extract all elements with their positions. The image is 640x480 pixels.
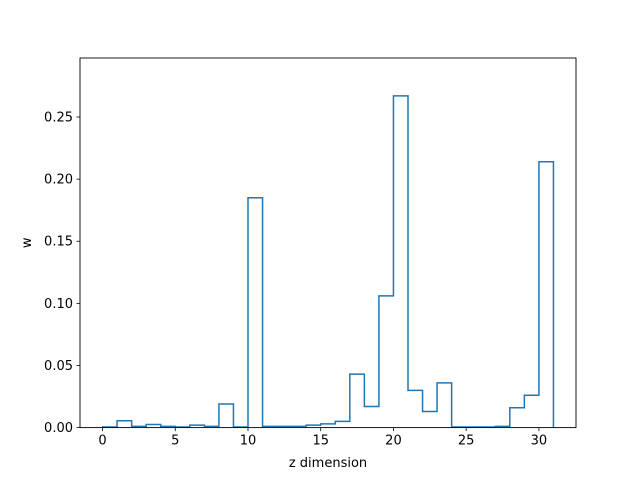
y-tick-label: 0.20 bbox=[44, 173, 73, 188]
x-axis: 0 5 10 15 20 25 30 bbox=[98, 427, 548, 449]
y-tick-label: 0.15 bbox=[44, 235, 73, 250]
x-tick-label: 10 bbox=[240, 434, 257, 449]
x-tick-label: 5 bbox=[171, 434, 179, 449]
x-tick-label: 0 bbox=[98, 434, 106, 449]
y-tick-label: 0.25 bbox=[44, 111, 73, 126]
y-tick-label: 0.10 bbox=[44, 297, 73, 312]
x-tick-label: 20 bbox=[385, 434, 402, 449]
y-tick-label: 0.05 bbox=[44, 359, 73, 374]
y-tick-label: 0.00 bbox=[44, 421, 73, 436]
x-axis-label: z dimension bbox=[289, 456, 367, 471]
histogram-step-line bbox=[101, 95, 555, 428]
y-axis-label: w bbox=[20, 237, 35, 248]
plot-area bbox=[101, 95, 555, 428]
y-axis: 0.00 0.05 0.10 0.15 0.20 0.25 bbox=[44, 111, 80, 436]
x-tick-label: 25 bbox=[458, 434, 475, 449]
axes-frame bbox=[79, 57, 577, 429]
x-tick-label: 15 bbox=[312, 434, 329, 449]
x-tick-label: 30 bbox=[531, 434, 548, 449]
